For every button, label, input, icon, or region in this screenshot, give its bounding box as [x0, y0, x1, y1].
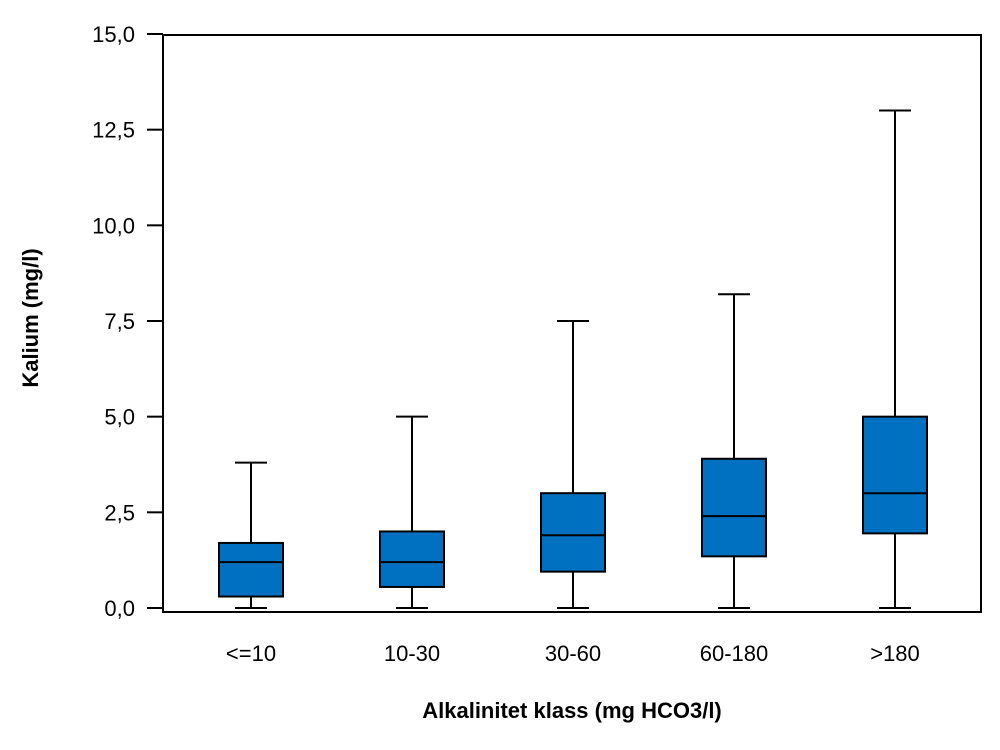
box-iqr: [701, 457, 767, 558]
box-iqr: [540, 492, 606, 573]
y-tick-label: 12,5: [92, 118, 135, 143]
box-series: [218, 109, 928, 609]
box-group: [701, 293, 767, 609]
box-iqr: [379, 530, 445, 588]
y-axis: 0,0 2,5 5,0 7,5 10,0 12,5 15,0: [92, 22, 163, 621]
x-tick-label: 30-60: [545, 641, 601, 666]
box-group: [540, 320, 606, 609]
y-tick-label: 5,0: [104, 405, 135, 430]
x-tick-label: 10-30: [384, 641, 440, 666]
x-tick-label: <=10: [226, 641, 276, 666]
y-tick-label: 2,5: [104, 500, 135, 525]
y-tick-label: 15,0: [92, 22, 135, 47]
x-axis-title: Alkalinitet klass (mg HCO3/l): [422, 698, 722, 723]
x-tick-label: 60-180: [700, 641, 769, 666]
x-tick-label: >180: [870, 641, 920, 666]
y-axis-title: Kalium (mg/l): [18, 248, 43, 387]
x-axis: <=10 10-30 30-60 60-180 >180: [226, 641, 920, 666]
y-tick-label: 7,5: [104, 309, 135, 334]
box-group: [862, 109, 928, 609]
y-tick-label: 10,0: [92, 213, 135, 238]
y-tick-label: 0,0: [104, 596, 135, 621]
plot-area-frame: [162, 34, 982, 613]
box-group: [379, 415, 445, 609]
box-group: [218, 461, 284, 609]
box-iqr: [862, 415, 928, 535]
box-iqr: [218, 541, 284, 598]
